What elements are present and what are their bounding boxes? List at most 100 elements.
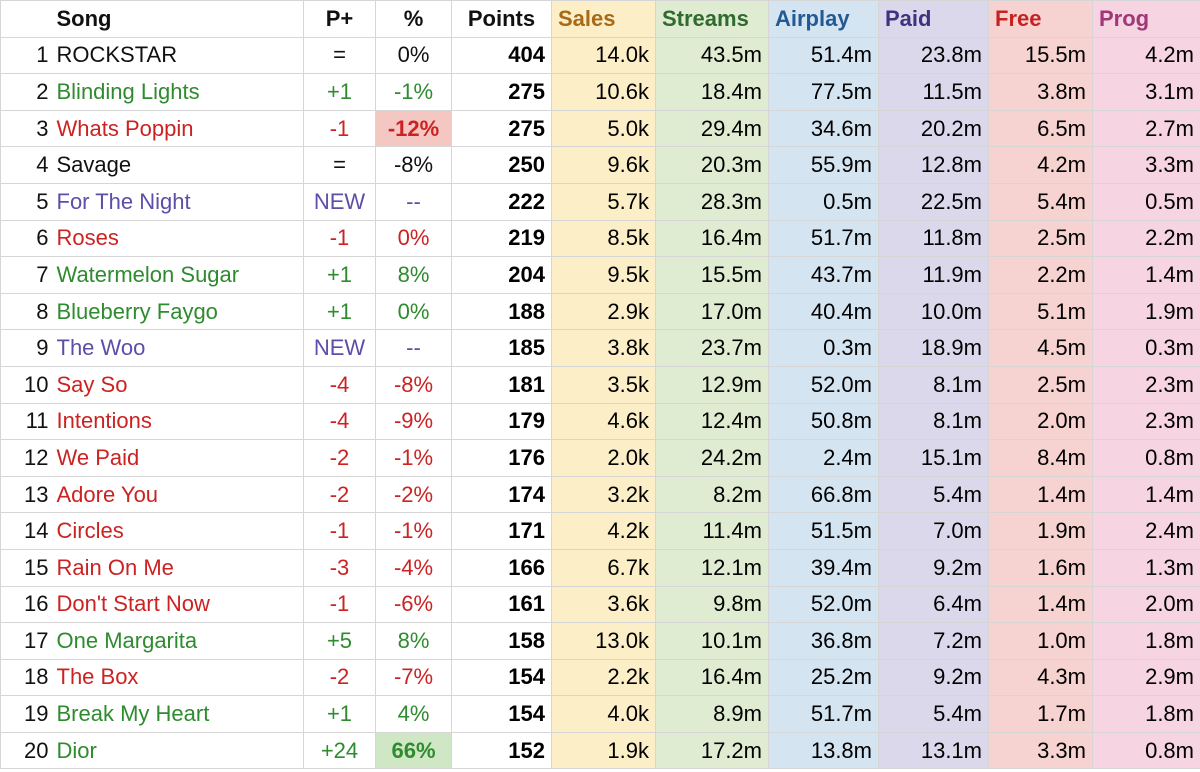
song-title: Dior [52,731,304,770]
free-cell: 2.5m [988,219,1093,258]
sales-cell: 5.7k [551,182,656,221]
percent-change: -8% [375,146,452,184]
rank-cell: 6 [0,219,53,258]
percent-change: -1% [375,439,452,477]
airplay-cell: 77.5m [768,73,879,111]
paid-cell: 12.8m [878,146,989,184]
airplay-cell: 51.7m [768,219,879,258]
points-cell: 166 [451,548,552,587]
rank-cell: 1 [0,36,53,75]
sales-cell: 2.0k [551,439,656,477]
position-change: -1 [303,219,376,258]
prog-cell: 0.5m [1092,182,1200,221]
airplay-header: Airplay [768,0,879,38]
sales-header: Sales [551,0,656,38]
prog-cell: 3.3m [1092,146,1200,184]
song-title: ROCKSTAR [52,36,304,75]
table-row: 11 Intentions -4 -9% 179 4.6k 12.4m 50.8m 8.1m 2.… [0,402,1200,441]
streams-cell: 8.9m [655,695,769,733]
streams-cell: 12.9m [655,365,769,404]
sales-cell: 4.0k [551,695,656,733]
paid-cell: 7.2m [878,622,989,660]
points-cell: 174 [451,475,552,514]
sales-cell: 4.6k [551,402,656,441]
streams-cell: 10.1m [655,622,769,660]
position-change: -2 [303,475,376,514]
table-row: 12 We Paid -2 -1% 176 2.0k 24.2m 2.4m 15.1m 8.4m 0… [0,439,1200,477]
streams-cell: 18.4m [655,73,769,111]
percent-change: -12% [375,109,452,148]
percent-change: -8% [375,365,452,404]
points-cell: 154 [451,695,552,733]
percent-change: 8% [375,622,452,660]
position-change: +1 [303,73,376,111]
points-header: Points [451,0,552,38]
position-change: = [303,146,376,184]
table-row: 16 Don't Start Now -1 -6% 161 3.6k 9.8m 52.0m 6.… [0,585,1200,624]
position-change: -2 [303,658,376,697]
prog-cell: 3.1m [1092,73,1200,111]
percent-change: -7% [375,658,452,697]
points-cell: 275 [451,73,552,111]
percent-change: 0% [375,36,452,75]
paid-cell: 10.0m [878,292,989,331]
rank-cell: 18 [0,658,53,697]
sales-cell: 4.2k [551,512,656,550]
streams-cell: 8.2m [655,475,769,514]
free-cell: 1.0m [988,622,1093,660]
paid-cell: 8.1m [878,365,989,404]
song-title: Blinding Lights [52,73,304,111]
paid-cell: 11.5m [878,73,989,111]
percent-change: -1% [375,512,452,550]
position-change: -1 [303,512,376,550]
song-title: Whats Poppin [52,109,304,148]
table-row: 8 Blueberry Faygo +1 0% 188 2.9k 17.0m 40.4m 10.… [0,292,1200,331]
points-cell: 176 [451,439,552,477]
airplay-cell: 51.5m [768,512,879,550]
points-cell: 181 [451,365,552,404]
position-change: +5 [303,622,376,660]
paid-cell: 20.2m [878,109,989,148]
rank-cell: 10 [0,365,53,404]
percent-change: -- [375,182,452,221]
position-change: +24 [303,731,376,770]
rank-cell: 9 [0,329,53,367]
airplay-cell: 51.4m [768,36,879,75]
free-cell: 3.8m [988,73,1093,111]
free-cell: 5.4m [988,182,1093,221]
free-cell: 4.3m [988,658,1093,697]
airplay-cell: 50.8m [768,402,879,441]
rank-cell: 8 [0,292,53,331]
points-cell: 404 [451,36,552,75]
airplay-cell: 51.7m [768,695,879,733]
table-row: 4 Savage = -8% 250 9.6k 20.3m 55.9m 12.8m 4.2m 3.3… [0,146,1200,184]
airplay-cell: 36.8m [768,622,879,660]
sales-cell: 3.5k [551,365,656,404]
airplay-cell: 52.0m [768,585,879,624]
song-title: Blueberry Faygo [52,292,304,331]
position-change: NEW [303,329,376,367]
table-row: 3 Whats Poppin -1 -12% 275 5.0k 29.4m 34.6m 20.2… [0,109,1200,148]
sales-cell: 13.0k [551,622,656,660]
song-title: One Margarita [52,622,304,660]
sales-cell: 3.8k [551,329,656,367]
paid-cell: 7.0m [878,512,989,550]
table-row: 7 Watermelon Sugar +1 8% 204 9.5k 15.5m 43.7m 11… [0,256,1200,294]
song-title: Don't Start Now [52,585,304,624]
table-row: 13 Adore You -2 -2% 174 3.2k 8.2m 66.8m 5.4m 1.4m… [0,475,1200,514]
paid-cell: 15.1m [878,439,989,477]
table-row: 20 Dior +24 66% 152 1.9k 17.2m 13.8m 13.1m 3.3m 0.… [0,731,1200,770]
rank-header [0,0,53,38]
free-cell: 2.5m [988,365,1093,404]
prog-cell: 1.3m [1092,548,1200,587]
position-change: +1 [303,256,376,294]
table-row: 6 Roses -1 0% 219 8.5k 16.4m 51.7m 11.8m 2.5m 2.2m [0,219,1200,258]
free-cell: 1.4m [988,585,1093,624]
sales-cell: 3.6k [551,585,656,624]
table-row: 18 The Box -2 -7% 154 2.2k 16.4m 25.2m 9.2m 4.3m 2… [0,658,1200,697]
table-row: 5 For The Night NEW -- 222 5.7k 28.3m 0.5m 22.5m… [0,182,1200,221]
free-cell: 4.2m [988,146,1093,184]
percent-change: -9% [375,402,452,441]
sales-cell: 5.0k [551,109,656,148]
table-row: 2 Blinding Lights +1 -1% 275 10.6k 18.4m 77.5m 1… [0,73,1200,111]
